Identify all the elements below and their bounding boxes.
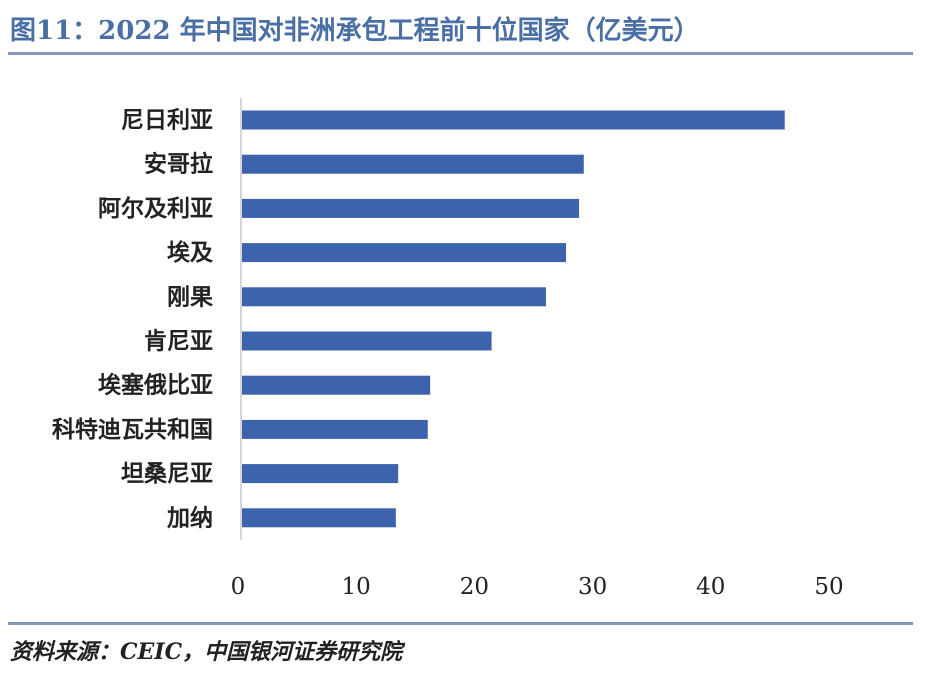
x-tick-label-1: 10	[342, 574, 371, 600]
chart-title: 图11：2022 年中国对非洲承包工程前十位国家（亿美元）	[10, 16, 700, 46]
category-label-3: 埃及	[167, 239, 213, 266]
category-label-1: 安哥拉	[144, 151, 213, 178]
bar-8	[242, 464, 399, 484]
category-label-6: 埃塞俄比亚	[98, 372, 213, 399]
bar-2	[242, 198, 580, 218]
category-label-7: 科特迪瓦共和国	[52, 416, 213, 443]
category-label-2: 阿尔及利亚	[98, 195, 213, 222]
category-label-0: 尼日利亚	[121, 107, 213, 134]
bar-0	[242, 110, 785, 130]
x-tick-label-2: 20	[460, 574, 489, 600]
bar-9	[242, 508, 396, 528]
x-tick-label-3: 30	[578, 574, 607, 600]
x-tick-labels: 0 10 20 30 40 50	[231, 574, 844, 600]
x-tick-label-5: 50	[814, 574, 843, 600]
bottom-divider	[8, 622, 913, 625]
x-tick-label-4: 40	[696, 574, 725, 600]
category-label-8: 坦桑尼亚	[121, 460, 213, 487]
bars-group	[242, 110, 785, 528]
x-tick-label-0: 0	[231, 574, 246, 600]
bar-6	[242, 375, 431, 395]
source-note: 资料来源：CEIC，中国银河证券研究院	[10, 639, 403, 665]
category-label-5: 肯尼亚	[144, 328, 213, 355]
bar-5	[242, 331, 492, 351]
bar-1	[242, 154, 584, 174]
bar-4	[242, 287, 546, 307]
bar-7	[242, 419, 428, 439]
top-divider	[8, 52, 913, 55]
category-label-4: 刚果	[167, 283, 213, 310]
bar-3	[242, 243, 567, 263]
category-label-9: 加纳	[166, 504, 213, 531]
